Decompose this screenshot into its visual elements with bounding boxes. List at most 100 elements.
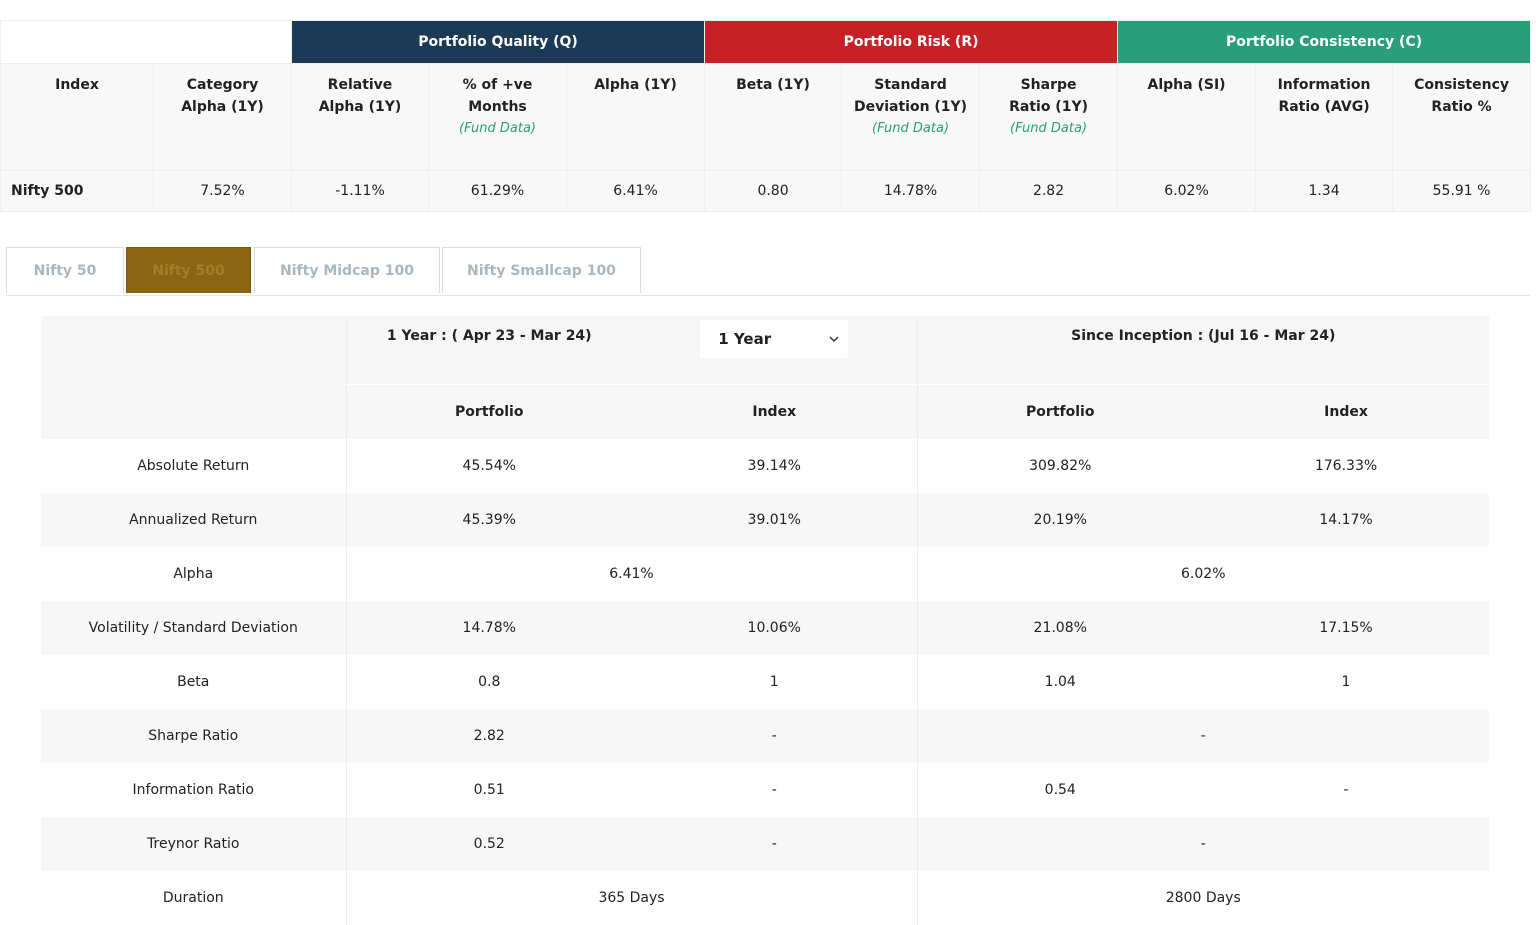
cell-index-si: 176.33% [1203,439,1490,493]
period-select-value: 1 Year [718,330,772,348]
cell-portfolio-si: 309.82% [917,439,1203,493]
table-row: Absolute Return 45.54% 39.14% 309.82% 17… [41,439,1490,493]
std-dev-note: (Fund Data) [872,121,950,136]
summary-positive-months: 61.29% [428,170,567,212]
row-label: Sharpe Ratio [41,709,347,763]
col-header-sharpe: Sharpe Ratio (1Y) (Fund Data) [979,63,1119,171]
row-label: Alpha [41,547,347,601]
cell-index-si: 1 [1203,655,1490,709]
tab-nifty-50[interactable]: Nifty 50 [6,247,124,293]
col-header-index-si: Index [1203,384,1490,439]
cell-index-1y: 39.14% [632,439,918,493]
cell-portfolio-1y: 45.54% [346,439,632,493]
period-select-cell: 1 Year [632,316,918,385]
cell-merged-si: - [917,817,1490,871]
std-dev-label: Standard Deviation (1Y) [853,77,968,115]
comparison-table: 1 Year : ( Apr 23 - Mar 24) 1 Year Since… [41,316,1490,925]
table-row: Annualized Return 45.39% 39.01% 20.19% 1… [41,493,1490,547]
positive-months-note: (Fund Data) [459,121,536,136]
cell-merged-1y: 6.41% [346,547,918,601]
sharpe-label: Sharpe Ratio (1Y) [1009,77,1088,115]
row-label: Annualized Return [41,493,347,547]
col-header-alpha-si: Alpha (SI) [1117,63,1257,171]
summary-index-name: Nifty 500 [0,170,154,212]
cell-portfolio-1y: 0.52 [346,817,632,871]
col-header-relative-alpha: Relative Alpha (1Y) [291,63,429,171]
row-label: Volatility / Standard Deviation [41,601,347,655]
summary-category-alpha: 7.52% [153,170,292,212]
row-label: Absolute Return [41,439,347,493]
table-row: Information Ratio 0.51 - 0.54 - [41,763,1490,817]
cell-index-si: 17.15% [1203,601,1490,655]
comparison-corner [41,316,347,439]
col-header-category-alpha: Category Alpha (1Y) [153,63,292,171]
summary-row: Nifty 500 7.52% -1.11% 61.29% 6.41% 0.80… [0,170,1532,212]
cell-portfolio-si: 1.04 [917,655,1203,709]
col-header-index-1y: Index [632,384,918,439]
col-header-positive-months: % of +ve Months (Fund Data) [428,63,567,171]
row-label: Duration [41,871,347,925]
period1-title: 1 Year : ( Apr 23 - Mar 24) [346,316,632,385]
cell-portfolio-1y: 0.8 [346,655,632,709]
cell-index-1y: 39.01% [632,493,918,547]
cell-index-si: - [1203,763,1490,817]
index-tabs: Nifty 50 Nifty 500 Nifty Midcap 100 Nift… [6,247,1530,296]
row-label: Information Ratio [41,763,347,817]
tab-nifty-smallcap-100[interactable]: Nifty Smallcap 100 [442,247,641,293]
cell-portfolio-1y: 0.51 [346,763,632,817]
group-header-blank [0,20,292,64]
summary-relative-alpha: -1.11% [291,170,429,212]
col-header-consistency-ratio: Consistency Ratio % [1392,63,1532,171]
col-header-portfolio-si: Portfolio [917,384,1203,439]
sharpe-note: (Fund Data) [1010,121,1088,136]
group-header-consistency: Portfolio Consistency (C) [1117,20,1532,64]
col-header-std-dev: Standard Deviation (1Y) (Fund Data) [841,63,981,171]
table-row: Alpha 6.41% 6.02% [41,547,1490,601]
col-header-index: Index [0,63,154,171]
col-header-portfolio-1y: Portfolio [346,384,632,439]
table-row: Volatility / Standard Deviation 14.78% 1… [41,601,1490,655]
group-header-risk: Portfolio Risk (R) [704,20,1119,64]
cell-index-1y: - [632,817,918,871]
table-row: Treynor Ratio 0.52 - - [41,817,1490,871]
cell-portfolio-1y: 14.78% [346,601,632,655]
tab-nifty-500[interactable]: Nifty 500 [126,247,251,293]
summary-sharpe: 2.82 [979,170,1119,212]
summary-info-ratio: 1.34 [1255,170,1394,212]
comparison-table-container: 1 Year : ( Apr 23 - Mar 24) 1 Year Since… [41,316,1490,925]
summary-table: Portfolio Quality (Q) Portfolio Risk (R)… [0,20,1532,212]
summary-alpha-1y: 6.41% [565,170,706,212]
summary-table-container: Portfolio Quality (Q) Portfolio Risk (R)… [0,20,1532,212]
cell-index-1y: 10.06% [632,601,918,655]
summary-std-dev: 14.78% [841,170,981,212]
summary-consistency-ratio: 55.91 % [1392,170,1532,212]
period-select[interactable]: 1 Year [700,320,849,358]
cell-merged-1y: 365 Days [346,871,918,925]
cell-index-1y: - [632,763,918,817]
group-header-quality: Portfolio Quality (Q) [290,20,706,64]
table-row: Duration 365 Days 2800 Days [41,871,1490,925]
table-row: Sharpe Ratio 2.82 - - [41,709,1490,763]
cell-merged-si: 6.02% [917,547,1490,601]
cell-merged-si: - [917,709,1490,763]
col-header-beta-1y: Beta (1Y) [704,63,843,171]
table-row: Beta 0.8 1 1.04 1 [41,655,1490,709]
chevron-down-icon [829,336,839,343]
period2-title: Since Inception : (Jul 16 - Mar 24) [917,316,1490,385]
cell-index-1y: - [632,709,918,763]
cell-portfolio-si: 21.08% [917,601,1203,655]
cell-portfolio-si: 0.54 [917,763,1203,817]
col-header-info-ratio: Information Ratio (AVG) [1255,63,1394,171]
row-label: Treynor Ratio [41,817,347,871]
row-label: Beta [41,655,347,709]
positive-months-label: % of +ve Months [462,77,533,115]
cell-portfolio-1y: 45.39% [346,493,632,547]
summary-beta-1y: 0.80 [704,170,843,212]
cell-index-si: 14.17% [1203,493,1490,547]
cell-index-1y: 1 [632,655,918,709]
tab-nifty-midcap-100[interactable]: Nifty Midcap 100 [254,247,440,293]
cell-portfolio-si: 20.19% [917,493,1203,547]
cell-portfolio-1y: 2.82 [346,709,632,763]
cell-merged-si: 2800 Days [917,871,1490,925]
summary-alpha-si: 6.02% [1117,170,1257,212]
